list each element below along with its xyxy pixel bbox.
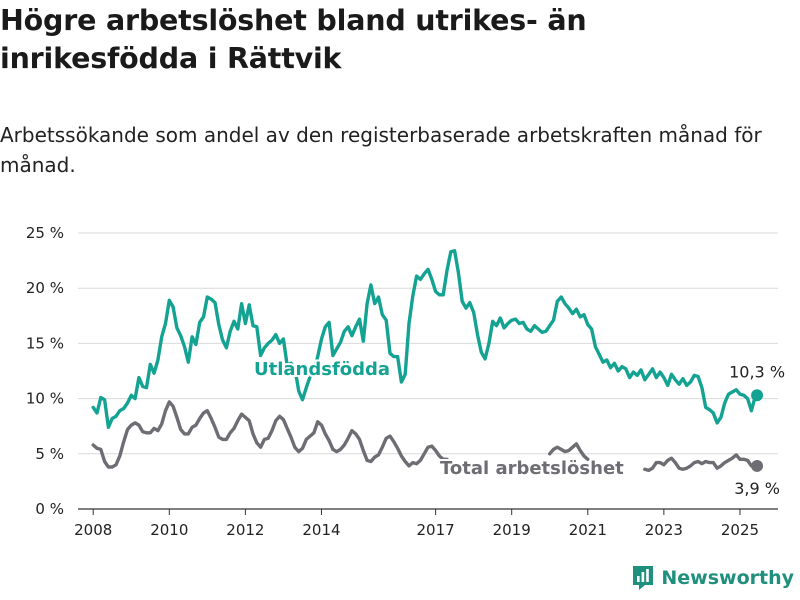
- x-axis: 0 % 5 % 10 % 15 % 20 % 25 % 2008 2010 2012 2014 20…: [26, 224, 759, 539]
- x-tick-label: 2012: [226, 521, 264, 539]
- end-value-total: 3,9 %: [734, 479, 780, 498]
- end-dot-utlandsfodda: [751, 389, 764, 402]
- brand-name: Newsworthy: [661, 567, 794, 589]
- y-tick-label: 25 %: [26, 224, 64, 242]
- series-label-total: Total arbetslöshet: [440, 458, 624, 479]
- series-line-total: [643, 453, 759, 473]
- end-value-utlandsfodda: 10,3 %: [729, 362, 785, 381]
- series-label-utlandsfodda: Utlandsfödda: [254, 359, 390, 380]
- chart-subtitle: Arbetssökande som andel av den registerb…: [0, 123, 762, 177]
- series-line-utlandsfodda: [91, 249, 759, 429]
- series-lines: [91, 249, 759, 473]
- chart-title: Högre arbetslöshet bland utrikes- än inr…: [0, 4, 587, 75]
- x-tick-label: 2017: [417, 521, 455, 539]
- x-tick-label: 2025: [721, 521, 759, 539]
- line-chart: 0 % 5 % 10 % 15 % 20 % 25 % 2008 2010 2012 2014 20…: [26, 224, 785, 539]
- y-tick-label: 5 %: [35, 445, 64, 463]
- y-tick-label: 15 %: [26, 334, 64, 352]
- bar-chart-logo-icon: [633, 566, 654, 590]
- x-tick-label: 2010: [150, 521, 188, 539]
- y-tick-label: 20 %: [26, 279, 64, 297]
- y-tick-label: 10 %: [26, 390, 64, 408]
- end-dot-total: [751, 459, 764, 472]
- series-line-total: [548, 442, 590, 461]
- x-tick-label: 2023: [645, 521, 683, 539]
- grid-lines: [78, 232, 778, 510]
- series-line-total: [91, 400, 449, 469]
- y-tick-label: 0 %: [35, 500, 64, 518]
- x-tick-label: 2019: [493, 521, 531, 539]
- labels: 10,3 % 3,9 % Utlandsfödda Total arbetslöshe…: [252, 357, 785, 498]
- x-tick-label: 2021: [569, 521, 607, 539]
- x-tick-label: 2014: [302, 521, 340, 539]
- x-tick-label: 2008: [74, 521, 112, 539]
- brand-logo[interactable]: Newsworthy: [631, 564, 794, 592]
